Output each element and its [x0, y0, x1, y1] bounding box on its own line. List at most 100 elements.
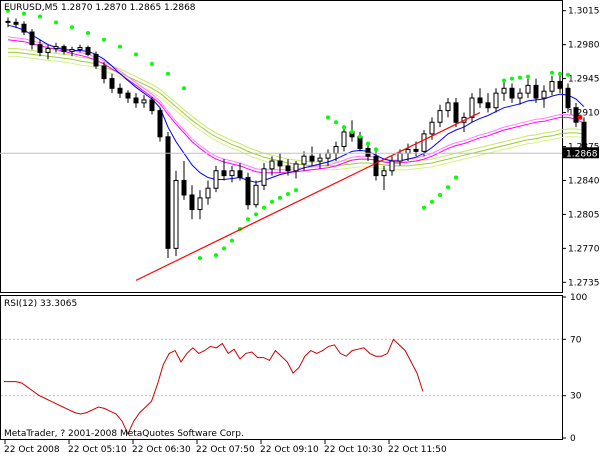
psar-dot [326, 115, 330, 120]
candle-bull [501, 87, 507, 94]
candle-bull [381, 170, 387, 177]
psar-dot [102, 37, 106, 42]
candle-bear [149, 99, 155, 112]
candle-bull [197, 197, 203, 211]
signal-dot [577, 114, 583, 120]
psar-dot [366, 141, 370, 146]
psar-dot [294, 188, 298, 193]
psar-dot [358, 134, 362, 139]
candle-bear [29, 31, 35, 46]
psar-dot [86, 31, 90, 36]
candle-bull [53, 46, 59, 50]
psar-dot [438, 193, 442, 197]
candle-bull [141, 99, 147, 104]
candle-bull [69, 49, 75, 52]
candle-bull [301, 155, 307, 165]
psar-dot [262, 205, 266, 210]
psar-dot [566, 72, 570, 77]
price-tick-label: 1.2980 [568, 41, 600, 51]
candle-bull [261, 168, 267, 186]
psar-dot [230, 238, 234, 243]
psar-dot [38, 14, 42, 19]
candle-bear [165, 136, 171, 249]
price-tick-label: 1.2805 [568, 210, 600, 220]
candle-bear [509, 87, 515, 99]
candle-bear [109, 78, 115, 89]
candlesticks [5, 17, 587, 259]
candle-bear [37, 44, 43, 53]
candle-bull [45, 48, 51, 53]
candle-bear [285, 165, 291, 172]
candle-bull [253, 184, 259, 206]
time-tick-label: 22 Oct 10:30 [324, 445, 383, 455]
candle-bull [269, 160, 275, 170]
candle-bull [445, 102, 451, 112]
psar-dot [278, 195, 282, 200]
candle-bull [341, 131, 347, 147]
candle-bull [389, 160, 395, 172]
time-tick-label: 22 Oct 05:10 [68, 445, 127, 455]
candle-bear [365, 147, 371, 157]
candle-bear [565, 87, 571, 109]
psar-dot [350, 129, 354, 134]
price-tick-label: 1.3015 [568, 7, 600, 17]
candle-bull [437, 110, 443, 123]
time-tick-label: 22 Oct 06:30 [132, 445, 191, 455]
psar-dot [334, 120, 338, 125]
psar-dot [70, 25, 74, 30]
candle-bull [77, 47, 83, 51]
candle-bear [533, 84, 539, 99]
psar-dot [446, 185, 450, 190]
candle-bull [493, 92, 499, 109]
psar-dot [422, 205, 426, 210]
candle-bear [5, 20, 11, 23]
candle-bear [245, 177, 251, 206]
psar-dot [374, 147, 378, 152]
psar-dot [286, 192, 290, 197]
price-tick-label: 1.2945 [568, 75, 600, 85]
price-tick-label: 1.2770 [568, 244, 600, 254]
candle-bear [221, 170, 227, 177]
candle-bear [133, 97, 139, 104]
candle-bull [421, 133, 427, 152]
psar-dot [182, 86, 186, 91]
candle-bull [317, 157, 323, 162]
psar-dot [22, 11, 26, 16]
psar-dot [510, 76, 514, 81]
candle-bear [181, 179, 187, 196]
candle-bear [21, 23, 27, 33]
psar-dot [198, 256, 202, 261]
psar-dot [454, 175, 458, 180]
candle-bull [549, 81, 555, 92]
psar-dot [214, 253, 218, 258]
candle-bear [117, 87, 123, 94]
candle-bear [277, 160, 283, 167]
rsi-tick-label: 70 [570, 335, 582, 345]
candle-bull [333, 146, 339, 154]
psar-dot [222, 246, 226, 251]
psar-dot [518, 75, 522, 80]
trend-line [135, 112, 481, 281]
candle-bull [173, 179, 179, 249]
candle-bear [309, 155, 315, 162]
candle-bear [557, 81, 563, 89]
candle-bear [157, 110, 163, 138]
candle-bear [477, 97, 483, 104]
candle-bear [453, 102, 459, 123]
candle-bull [517, 92, 523, 99]
parabolic-sar [6, 8, 583, 261]
candle-bull [397, 152, 403, 162]
candle-bull [429, 121, 435, 135]
candle-bull [205, 187, 211, 199]
psar-dot [134, 52, 138, 57]
price-tick-label: 1.2910 [568, 109, 600, 119]
time-tick-label: 22 Oct 09:10 [260, 445, 319, 455]
candle-bull [541, 90, 547, 99]
candle-bull [405, 148, 411, 154]
candle-bear [61, 46, 67, 52]
time-axis: 22 Oct 2008 22 Oct 05:10 22 Oct 06:30 22 Oc… [4, 440, 447, 455]
current-price-box [563, 147, 599, 159]
current-price-label: 1.2868 [566, 149, 598, 159]
candle-bear [189, 194, 195, 211]
